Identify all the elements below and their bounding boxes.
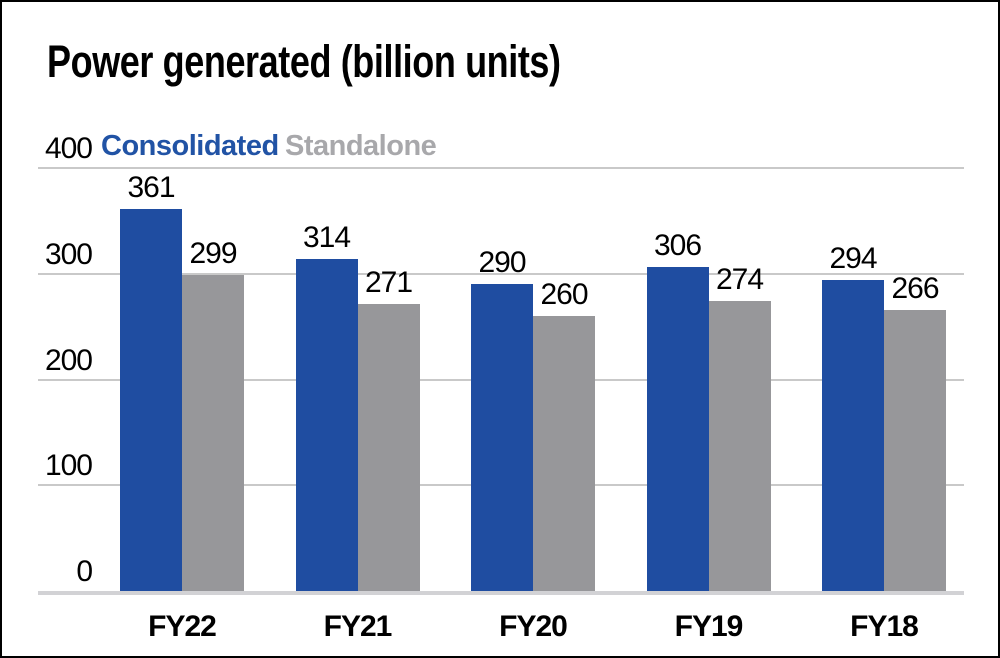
y-tick-100: 100: [44, 449, 93, 483]
value-label-standalone-FY22: 299: [189, 236, 237, 270]
y-tick-400: 400: [44, 132, 93, 165]
value-label-standalone-FY18: 266: [891, 271, 939, 305]
value-label-consolidated-FY20: 290: [478, 246, 526, 280]
y-tick-200: 200: [44, 343, 93, 377]
x-tick-FY21: FY21: [323, 610, 393, 643]
value-label-consolidated-FY19: 306: [653, 229, 702, 263]
gridline-400: [38, 167, 964, 169]
x-tick-FY18: FY18: [850, 610, 919, 643]
x-tick-FY19: FY19: [674, 610, 744, 643]
value-label-consolidated-FY21: 314: [302, 220, 351, 254]
bar-standalone-FY20: [533, 316, 595, 591]
bar-consolidated-FY18: [822, 280, 884, 591]
bar-consolidated-FY19: [646, 267, 709, 591]
gridline-300: [38, 272, 964, 275]
x-tick-FY20: FY20: [499, 610, 568, 643]
y-tick-300: 300: [44, 237, 93, 271]
bar-standalone-FY22: [182, 274, 244, 591]
value-label-consolidated-FY18: 294: [829, 242, 877, 276]
legend-consolidated: Consolidated: [101, 130, 279, 162]
y-tick-0: 0: [76, 555, 93, 588]
x-tick-FY22: FY22: [148, 610, 217, 643]
value-label-standalone-FY19: 274: [715, 263, 764, 297]
bar-consolidated-FY22: [120, 209, 182, 591]
bar-consolidated-FY21: [295, 258, 358, 591]
legend-standalone: Standalone: [285, 130, 437, 162]
x-axis-line: [38, 591, 964, 595]
bar-consolidated-FY20: [471, 284, 533, 591]
value-label-consolidated-FY22: 361: [127, 171, 175, 205]
bar-standalone-FY21: [357, 304, 420, 591]
chart-title: Power generated (billion units): [47, 36, 561, 87]
bar-standalone-FY18: [884, 309, 946, 591]
value-label-standalone-FY21: 271: [364, 266, 413, 300]
value-label-standalone-FY20: 260: [540, 278, 588, 312]
bar-standalone-FY19: [708, 301, 771, 591]
